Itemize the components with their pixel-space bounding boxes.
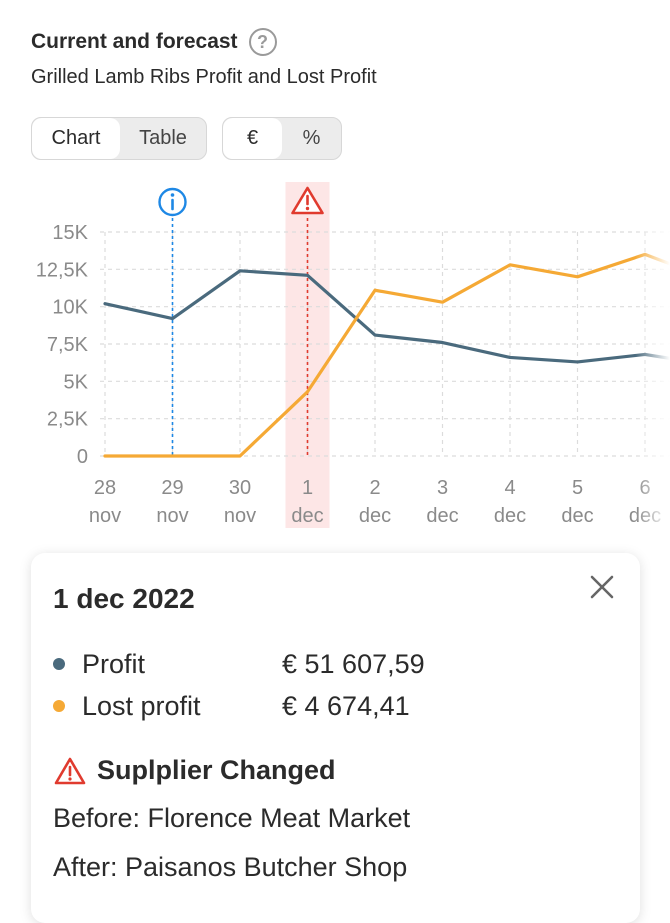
x-tick-label-month: dec bbox=[494, 505, 526, 527]
lost-profit-line bbox=[103, 252, 670, 458]
warning-triangle-icon bbox=[54, 757, 86, 784]
tooltip-value: € 4 674,41 bbox=[282, 690, 410, 721]
x-tick-label-day: 28 bbox=[94, 477, 116, 499]
x-tick-label-month: nov bbox=[156, 505, 188, 527]
header-title: Current and forecast ? bbox=[31, 28, 277, 56]
warning-triangle-icon[interactable] bbox=[291, 186, 324, 215]
y-tick-label: 15K bbox=[52, 222, 88, 244]
x-tick-label-month: dec bbox=[359, 505, 391, 527]
profit-line-chart[interactable]: 0 2,5K 5K 7,5K 10K 12,5K 15K 28 nov 29 nov 30 nov 1 d… bbox=[0, 176, 670, 536]
lost-profit-dot-icon bbox=[53, 700, 65, 712]
y-tick-label: 5K bbox=[64, 371, 89, 393]
unit-toggle: € % bbox=[222, 117, 342, 160]
y-tick-label: 0 bbox=[77, 446, 88, 468]
x-tick-label-day: 2 bbox=[369, 477, 380, 499]
y-tick-label: 10K bbox=[52, 297, 88, 319]
page-title: Current and forecast bbox=[31, 30, 238, 53]
close-icon[interactable] bbox=[586, 571, 618, 603]
event-before: Before: Florence Meat Market bbox=[53, 803, 411, 833]
table-view-button[interactable]: Table bbox=[139, 127, 187, 149]
x-tick-label-month: dec bbox=[426, 505, 458, 527]
euro-unit-button[interactable]: € bbox=[223, 118, 282, 159]
event-after: After: Paisanos Butcher Shop bbox=[53, 852, 408, 882]
tooltip-row-lost-profit: Lost profit € 4 674,41 bbox=[53, 690, 410, 722]
x-tick-label-month: dec bbox=[561, 505, 593, 527]
y-tick-label: 12,5K bbox=[36, 259, 89, 281]
view-toggle: Chart Table bbox=[31, 117, 207, 160]
tooltip-date: 1 dec 2022 bbox=[53, 583, 195, 614]
x-tick-label-month: nov bbox=[89, 505, 121, 527]
event-title-text: Suplplier Changed bbox=[97, 755, 336, 785]
x-tick-label-day: 1 bbox=[302, 477, 313, 499]
tooltip-label: Profit bbox=[82, 648, 146, 679]
profit-dot-icon bbox=[53, 658, 65, 670]
percent-unit-button[interactable]: % bbox=[302, 127, 321, 149]
tooltip-value: € 51 607,59 bbox=[282, 648, 425, 679]
event-title: Suplplier Changed bbox=[53, 755, 336, 786]
x-tick-label-month: nov bbox=[224, 505, 256, 527]
x-tick-label-day: 29 bbox=[161, 477, 183, 499]
x-tick-label-day: 4 bbox=[504, 477, 515, 499]
tooltip-row-profit: Profit € 51 607,59 bbox=[53, 648, 425, 680]
info-icon[interactable] bbox=[158, 187, 187, 217]
x-tick-label-month: dec bbox=[291, 505, 323, 527]
question-circle-icon[interactable]: ? bbox=[248, 28, 277, 56]
x-tick-label-day: 3 bbox=[437, 477, 448, 499]
y-tick-label: 7,5K bbox=[47, 334, 89, 356]
chart-subtitle: Grilled Lamb Ribs Profit and Lost Profit bbox=[31, 66, 377, 88]
x-tick-label-day: 5 bbox=[572, 477, 583, 499]
x-tick-label-day: 30 bbox=[229, 477, 251, 499]
tooltip-card: 1 dec 2022 Profit € 51 607,59 Lost profi… bbox=[31, 553, 640, 923]
chart-view-button[interactable]: Chart bbox=[32, 118, 120, 159]
y-tick-label: 2,5K bbox=[47, 409, 89, 431]
profit-line bbox=[103, 269, 670, 364]
tooltip-label: Lost profit bbox=[82, 690, 201, 721]
